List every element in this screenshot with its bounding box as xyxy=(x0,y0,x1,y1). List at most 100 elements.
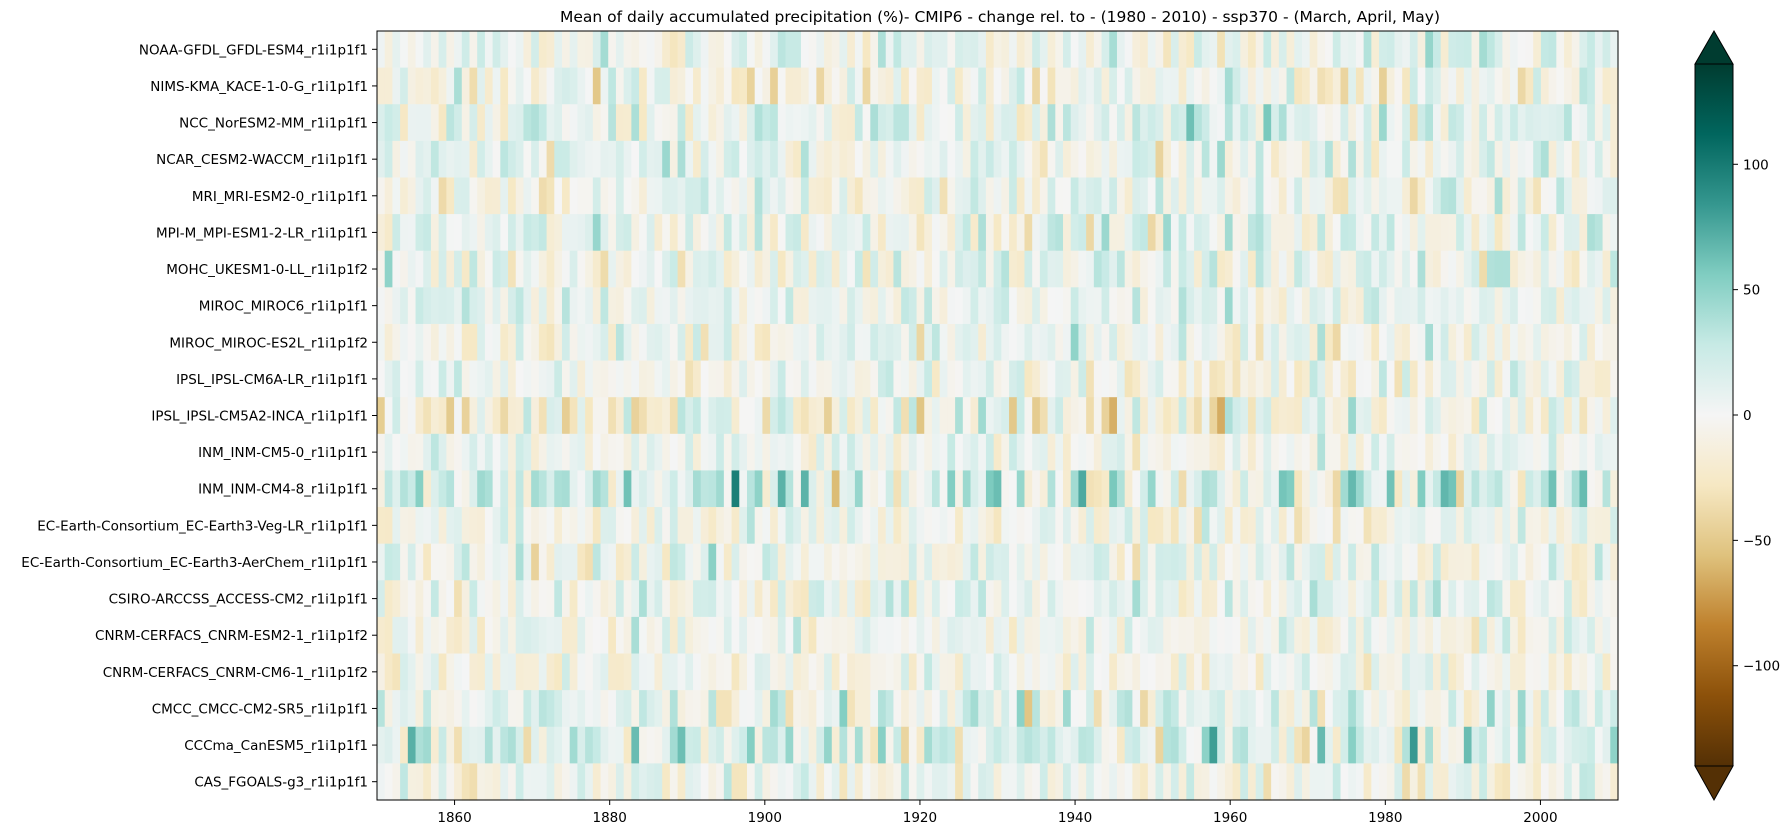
heatmap-cell xyxy=(1286,580,1295,618)
heatmap-cell xyxy=(1579,616,1588,655)
heatmap-cell xyxy=(1533,690,1542,728)
heatmap-cell xyxy=(585,543,594,581)
heatmap-cell xyxy=(523,580,532,618)
heatmap-cell xyxy=(1402,31,1411,69)
heatmap-cell xyxy=(1194,726,1203,764)
heatmap-cell xyxy=(384,397,394,435)
heatmap-cell xyxy=(1116,580,1126,618)
heatmap-cell xyxy=(1363,433,1372,472)
heatmap-cell xyxy=(693,360,702,398)
heatmap-cell xyxy=(1140,653,1149,691)
heatmap-cell xyxy=(854,31,864,69)
heatmap-cell xyxy=(1379,470,1388,508)
heatmap-cell xyxy=(554,214,563,252)
heatmap-cell xyxy=(1579,433,1588,472)
heatmap-cell xyxy=(993,177,1002,215)
heatmap-cell xyxy=(731,580,740,618)
heatmap-cell xyxy=(870,287,879,325)
heatmap-cell xyxy=(1610,433,1619,472)
heatmap-cell xyxy=(947,250,956,288)
heatmap-cell xyxy=(947,177,956,215)
heatmap-cell xyxy=(1217,580,1226,618)
heatmap-cell xyxy=(700,763,710,801)
heatmap-cell xyxy=(1178,616,1187,655)
heatmap-cell xyxy=(1170,323,1180,362)
heatmap-cell xyxy=(1486,397,1496,435)
heatmap-cell xyxy=(1417,140,1426,179)
heatmap-cell xyxy=(531,433,540,472)
heatmap-cell xyxy=(1286,470,1295,508)
heatmap-cell xyxy=(1533,360,1542,398)
heatmap-cell xyxy=(1248,543,1257,581)
heatmap-cell xyxy=(608,726,617,764)
heatmap-cell xyxy=(1533,653,1542,691)
heatmap-cell xyxy=(1240,433,1249,472)
heatmap-cell xyxy=(384,67,394,105)
heatmap-cell xyxy=(1201,726,1211,764)
heatmap-cell xyxy=(746,250,756,288)
heatmap-cell xyxy=(1517,67,1527,105)
heatmap-cell xyxy=(577,323,586,362)
heatmap-cell xyxy=(407,323,417,362)
heatmap-cell xyxy=(1317,31,1326,69)
heatmap-cell xyxy=(1525,397,1534,435)
heatmap-cell xyxy=(1209,580,1218,618)
heatmap-cell xyxy=(1502,67,1511,105)
heatmap-cell xyxy=(1109,360,1118,398)
heatmap-cell xyxy=(454,287,463,325)
heatmap-cell xyxy=(1348,507,1357,545)
heatmap-cell xyxy=(600,323,609,362)
heatmap-cell xyxy=(500,360,509,398)
heatmap-cell xyxy=(1032,433,1041,472)
heatmap-cell xyxy=(831,104,841,142)
heatmap-cell xyxy=(1486,360,1496,398)
heatmap-cell xyxy=(515,397,525,435)
heatmap-cell xyxy=(793,653,802,691)
heatmap-cell xyxy=(500,177,509,215)
heatmap-cell xyxy=(623,433,632,472)
heatmap-cell xyxy=(824,140,833,179)
heatmap-cell xyxy=(561,433,571,472)
heatmap-cell xyxy=(1301,360,1311,398)
heatmap-cell xyxy=(839,360,848,398)
heatmap-cell xyxy=(1078,726,1087,764)
heatmap-cell xyxy=(1379,580,1388,618)
heatmap-cell xyxy=(677,580,686,618)
heatmap-cell xyxy=(1101,653,1110,691)
heatmap-cell xyxy=(1525,214,1534,252)
heatmap-cell xyxy=(793,31,802,69)
heatmap-cell xyxy=(1186,31,1195,69)
heatmap-cell xyxy=(1209,214,1218,252)
heatmap-cell xyxy=(1248,323,1257,362)
heatmap-cell xyxy=(508,580,517,618)
heatmap-cell xyxy=(962,580,972,618)
heatmap-cell xyxy=(1140,433,1149,472)
heatmap-cell xyxy=(916,543,925,581)
heatmap-cell xyxy=(924,250,933,288)
heatmap-cell xyxy=(677,67,686,105)
heatmap-cell xyxy=(793,433,802,472)
heatmap-cell xyxy=(1024,323,1033,362)
heatmap-cell xyxy=(554,140,563,179)
heatmap-cell xyxy=(400,726,409,764)
heatmap-cell xyxy=(1009,543,1018,581)
heatmap-cell xyxy=(484,287,494,325)
heatmap-cell xyxy=(515,250,525,288)
heatmap-cell xyxy=(685,726,694,764)
heatmap-cell xyxy=(1510,67,1519,105)
heatmap-cell xyxy=(377,323,386,362)
heatmap-cell xyxy=(970,104,979,142)
heatmap-cell xyxy=(847,140,856,179)
heatmap-cell xyxy=(947,31,956,69)
heatmap-cell xyxy=(739,177,748,215)
heatmap-cell xyxy=(1525,140,1534,179)
heatmap-cell xyxy=(569,543,579,581)
heatmap-cell xyxy=(1409,31,1419,69)
heatmap-cell xyxy=(538,763,548,801)
heatmap-cell xyxy=(1063,726,1072,764)
heatmap-cell xyxy=(1610,397,1619,435)
heatmap-cell xyxy=(1232,543,1241,581)
heatmap-cell xyxy=(955,726,964,764)
heatmap-cell xyxy=(1556,726,1565,764)
heatmap-cell xyxy=(569,763,579,801)
